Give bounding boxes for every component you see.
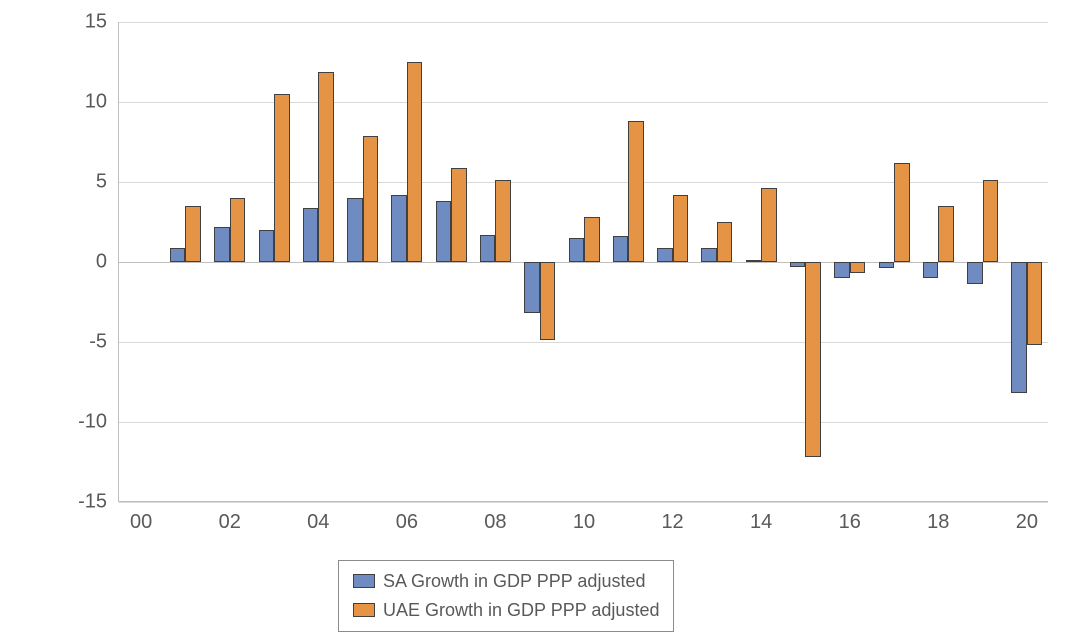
bar-uae bbox=[185, 206, 201, 262]
legend-label: SA Growth in GDP PPP adjusted bbox=[383, 567, 645, 596]
bar-sa bbox=[746, 260, 762, 262]
bar-sa bbox=[524, 262, 540, 313]
bar-sa bbox=[790, 262, 806, 267]
bar-uae bbox=[318, 72, 334, 262]
bar-uae bbox=[850, 262, 866, 273]
bar-sa bbox=[657, 248, 673, 262]
gdp-growth-chart: -15-10-50510150002040608101214161820 SA … bbox=[0, 0, 1088, 642]
ytick-label: -10 bbox=[78, 411, 119, 434]
bar-uae bbox=[717, 222, 733, 262]
bar-uae bbox=[584, 217, 600, 262]
legend: SA Growth in GDP PPP adjustedUAE Growth … bbox=[338, 560, 674, 632]
ytick-label: -5 bbox=[89, 331, 119, 354]
bar-sa bbox=[834, 262, 850, 278]
bar-sa bbox=[569, 238, 585, 262]
bar-uae bbox=[274, 94, 290, 262]
xtick-label: 06 bbox=[396, 501, 418, 534]
bar-uae bbox=[1027, 262, 1043, 345]
bar-uae bbox=[451, 168, 467, 262]
xtick-label: 10 bbox=[573, 501, 595, 534]
bar-sa bbox=[214, 227, 230, 262]
plot-area: -15-10-50510150002040608101214161820 bbox=[118, 22, 1048, 502]
bar-uae bbox=[761, 188, 777, 262]
bar-sa bbox=[879, 262, 895, 268]
xtick-label: 08 bbox=[484, 501, 506, 534]
bar-sa bbox=[170, 248, 186, 262]
bar-sa bbox=[480, 235, 496, 262]
ytick-label: 5 bbox=[96, 171, 119, 194]
bar-uae bbox=[230, 198, 246, 262]
ytick-label: 10 bbox=[85, 91, 119, 114]
bar-uae bbox=[938, 206, 954, 262]
xtick-label: 12 bbox=[661, 501, 683, 534]
bar-uae bbox=[673, 195, 689, 262]
gridline bbox=[119, 102, 1048, 103]
xtick-label: 04 bbox=[307, 501, 329, 534]
xtick-label: 18 bbox=[927, 501, 949, 534]
bar-sa bbox=[347, 198, 363, 262]
ytick-label: 15 bbox=[85, 11, 119, 34]
xtick-label: 16 bbox=[839, 501, 861, 534]
bar-uae bbox=[894, 163, 910, 262]
bar-sa bbox=[967, 262, 983, 284]
ytick-label: 0 bbox=[96, 251, 119, 274]
bar-sa bbox=[259, 230, 275, 262]
bar-uae bbox=[363, 136, 379, 262]
legend-swatch bbox=[353, 603, 375, 617]
gridline bbox=[119, 22, 1048, 23]
bar-uae bbox=[628, 121, 644, 262]
bar-sa bbox=[1011, 262, 1027, 393]
bar-uae bbox=[983, 180, 999, 262]
bar-sa bbox=[391, 195, 407, 262]
legend-row-uae: UAE Growth in GDP PPP adjusted bbox=[353, 596, 659, 625]
xtick-label: 02 bbox=[219, 501, 241, 534]
bar-uae bbox=[407, 62, 423, 262]
xtick-label: 20 bbox=[1016, 501, 1038, 534]
bar-uae bbox=[805, 262, 821, 457]
legend-label: UAE Growth in GDP PPP adjusted bbox=[383, 596, 659, 625]
bar-uae bbox=[540, 262, 556, 340]
bar-sa bbox=[303, 208, 319, 262]
gridline bbox=[119, 422, 1048, 423]
bar-sa bbox=[701, 248, 717, 262]
bar-sa bbox=[613, 236, 629, 262]
bar-sa bbox=[923, 262, 939, 278]
xtick-label: 14 bbox=[750, 501, 772, 534]
xtick-label: 00 bbox=[130, 501, 152, 534]
legend-swatch bbox=[353, 574, 375, 588]
bar-uae bbox=[495, 180, 511, 262]
gridline bbox=[119, 262, 1048, 263]
ytick-label: -15 bbox=[78, 491, 119, 514]
gridline bbox=[119, 342, 1048, 343]
bar-sa bbox=[436, 201, 452, 262]
legend-row-sa: SA Growth in GDP PPP adjusted bbox=[353, 567, 659, 596]
